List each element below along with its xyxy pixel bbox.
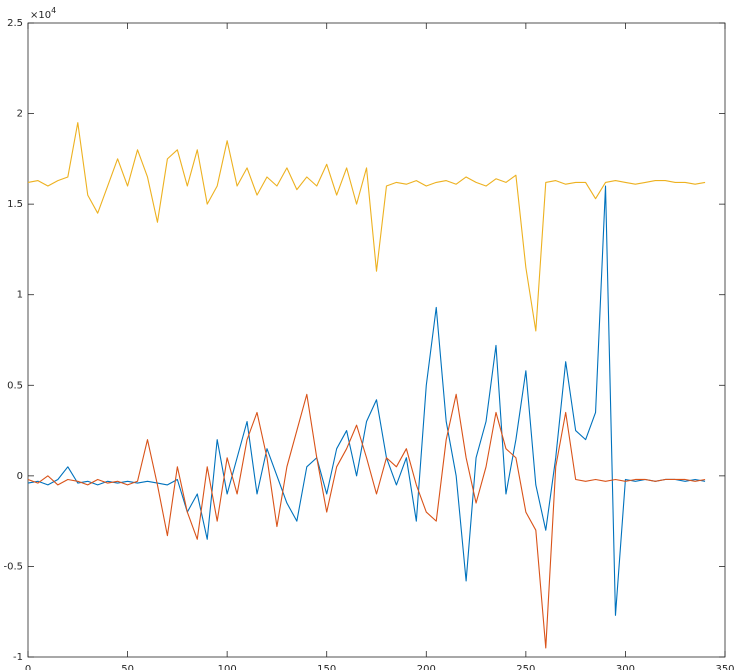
y-multiplier: ×104 [30, 6, 56, 22]
plot-area [27, 22, 726, 658]
x-tick-label: 350 [715, 664, 734, 670]
x-tick-label: 0 [25, 664, 31, 670]
x-tick-label: 300 [616, 664, 635, 670]
y-tick-label: -0.5 [3, 561, 23, 572]
y-tick-label: 0 [17, 471, 23, 482]
y-multiplier-exponent: 4 [51, 6, 56, 15]
y-tick-label: 1.5 [7, 199, 23, 210]
y-tick-label: 0.5 [7, 380, 23, 391]
x-tick-label: 250 [516, 664, 535, 670]
series-line [27, 122, 706, 332]
x-tick-label: 100 [218, 664, 237, 670]
y-tick-label: 2 [17, 109, 23, 120]
y-tick-label: 1 [17, 290, 23, 301]
y-multiplier-base: ×10 [30, 10, 51, 21]
x-tick-label: 150 [317, 664, 336, 670]
series-line [27, 393, 706, 649]
y-tick-label: -1 [13, 652, 23, 663]
x-tick-label: 50 [121, 664, 134, 670]
y-tick-label: 2.5 [7, 18, 23, 29]
series-line [27, 185, 706, 616]
x-tick-label: 200 [417, 664, 436, 670]
